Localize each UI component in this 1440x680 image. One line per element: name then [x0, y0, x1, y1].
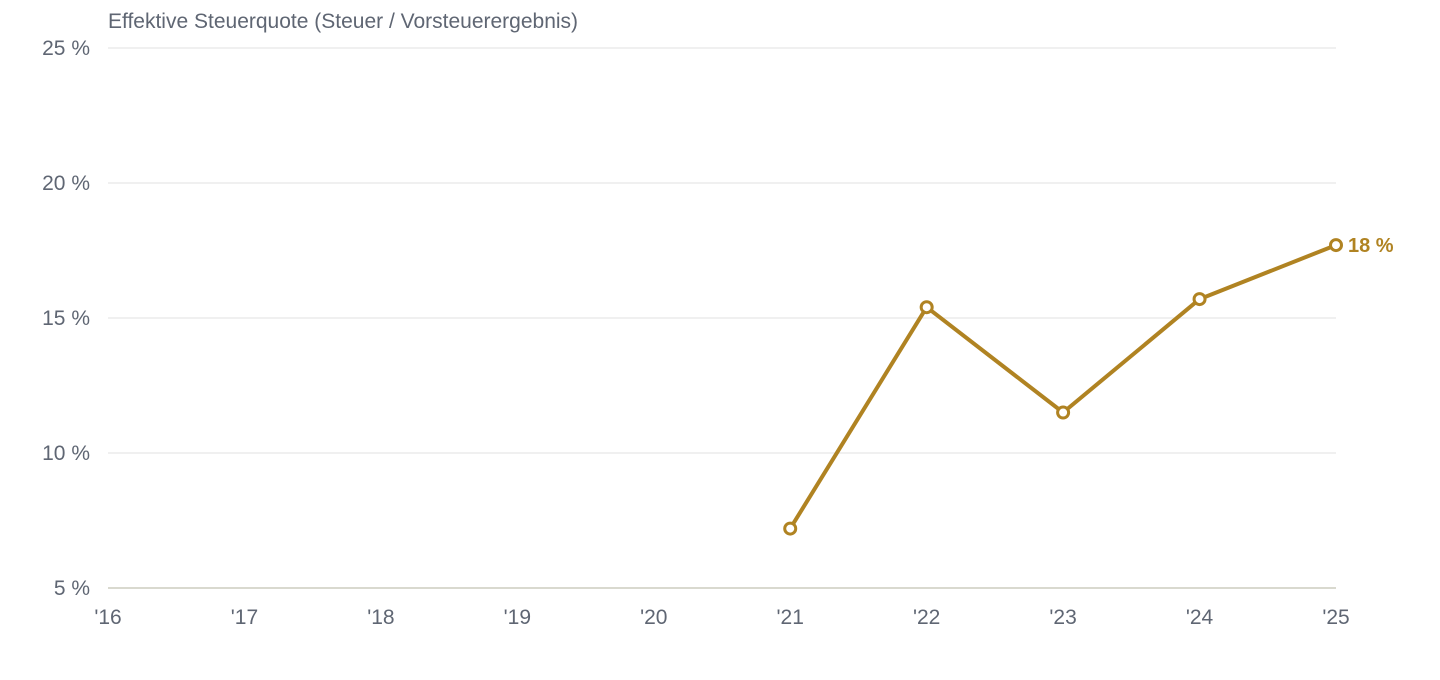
y-tick-label: 25 %: [42, 37, 90, 60]
x-tick-label: '19: [504, 606, 531, 629]
x-tick-label: '21: [777, 606, 804, 629]
data-point: [1329, 238, 1343, 253]
chart-title: Effektive Steuerquote (Steuer / Vorsteue…: [108, 10, 579, 33]
x-tick-label: '23: [1049, 606, 1076, 629]
x-tick-label: '20: [640, 606, 667, 629]
y-tick-label: 20 %: [42, 172, 90, 195]
data-point: [919, 300, 934, 315]
data-point: [783, 521, 798, 536]
y-tick-label: 10 %: [42, 442, 90, 465]
y-tick-label: 5 %: [54, 577, 90, 600]
x-tick-label: '16: [94, 606, 121, 629]
y-axis-labels: 5 % 10 % 15 % 20 % 25 %: [42, 37, 90, 600]
end-value-label: 18 %: [1348, 235, 1394, 257]
data-point: [1192, 292, 1207, 307]
x-tick-label: '25: [1322, 606, 1349, 629]
y-tick-label: 15 %: [42, 307, 90, 330]
x-tick-label: '22: [913, 606, 940, 629]
x-tick-label: '18: [367, 606, 394, 629]
x-tick-label: '24: [1186, 606, 1214, 629]
series-line: [788, 243, 1338, 531]
grid-lines: [108, 47, 1336, 589]
data-points: [783, 238, 1343, 536]
x-tick-label: '17: [231, 606, 258, 629]
x-axis-labels: '16 '17 '18 '19 '20 '21 '22 '23 '24 '25: [94, 606, 1349, 629]
data-point: [1056, 405, 1071, 420]
series-line-group: [788, 243, 1338, 531]
